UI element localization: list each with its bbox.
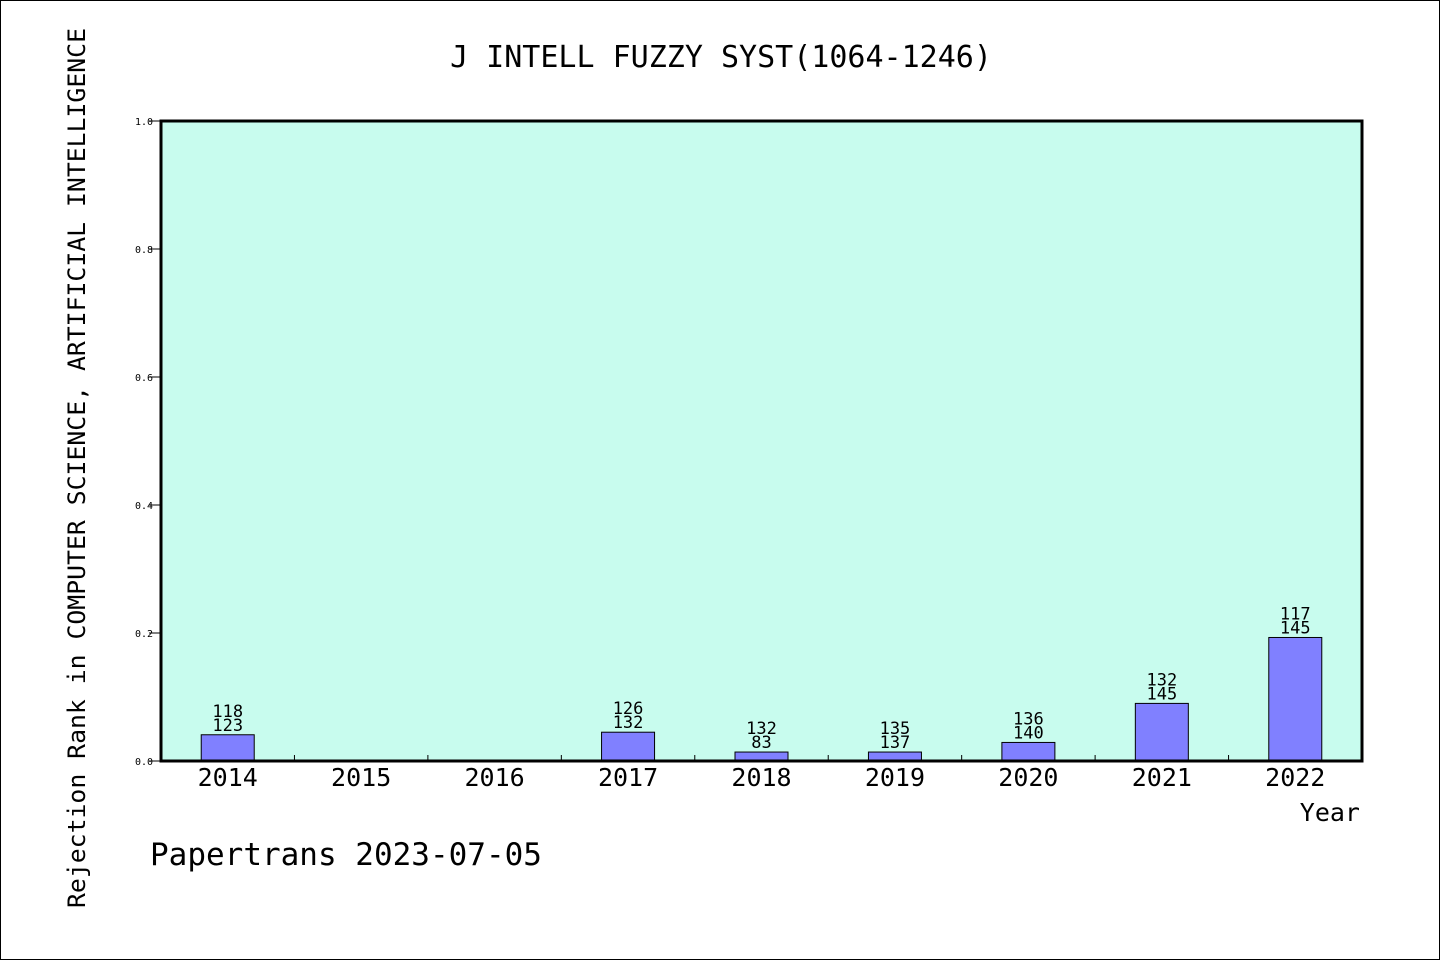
y-tick-label-0.6: 0.6 bbox=[135, 373, 153, 384]
plot-area bbox=[161, 121, 1362, 761]
x-tick-label-2015: 2015 bbox=[331, 763, 391, 792]
x-axis-label: Year bbox=[1300, 798, 1360, 827]
bar-label-bottom-2014: 123 bbox=[212, 716, 243, 736]
bar-label-bottom-2018: 83 bbox=[751, 733, 771, 753]
x-tick-label-2016: 2016 bbox=[465, 763, 525, 792]
x-axis-ticks: 2014 2015 2016 2017 2018 2019 2020 2021 2022 bbox=[198, 755, 1325, 792]
x-tick-label-2022: 2022 bbox=[1265, 763, 1325, 792]
bar-label-bottom-2021: 145 bbox=[1146, 684, 1177, 704]
footer-watermark: Papertrans 2023-07-05 bbox=[150, 837, 542, 873]
x-tick-label-2014: 2014 bbox=[198, 763, 258, 792]
x-tick-label-2020: 2020 bbox=[998, 763, 1058, 792]
y-tick-label-0.4: 0.4 bbox=[135, 501, 153, 512]
bar-label-top-2022: 117 bbox=[1280, 604, 1311, 624]
bar-2022 bbox=[1268, 636, 1323, 762]
bar-label-top-2017: 126 bbox=[613, 699, 644, 719]
bar-2017 bbox=[601, 731, 656, 762]
y-tick-label-1.0: 1.0 bbox=[135, 117, 153, 128]
y-tick-label-0.0: 0.0 bbox=[135, 757, 153, 768]
bar-2020 bbox=[1001, 741, 1056, 762]
y-tick-label-0.2: 0.2 bbox=[135, 629, 153, 640]
bar-2014 bbox=[200, 734, 255, 762]
bar-2021 bbox=[1134, 702, 1189, 762]
bars-group bbox=[200, 636, 1323, 762]
y-tick-label-0.8: 0.8 bbox=[135, 245, 153, 256]
bar-label-bottom-2017: 132 bbox=[613, 713, 644, 733]
x-tick-label-2019: 2019 bbox=[865, 763, 925, 792]
bar-label-top-2021: 132 bbox=[1146, 670, 1177, 690]
bar-label-top-2018: 132 bbox=[746, 719, 777, 739]
bar-label-bottom-2022: 145 bbox=[1280, 618, 1311, 638]
bar-label-top-2019: 135 bbox=[880, 719, 911, 739]
x-tick-label-2018: 2018 bbox=[731, 763, 791, 792]
x-tick-label-2017: 2017 bbox=[598, 763, 658, 792]
bar-label-top-2020: 136 bbox=[1013, 709, 1044, 729]
bar-label-bottom-2019: 137 bbox=[880, 733, 911, 753]
y-axis-ticks: 0.0 0.2 0.4 0.6 0.8 1.0 bbox=[135, 117, 161, 768]
x-tick-label-2021: 2021 bbox=[1132, 763, 1192, 792]
chart-title: J INTELL FUZZY SYST(1064-1246) bbox=[450, 40, 992, 75]
bar-label-bottom-2020: 140 bbox=[1013, 723, 1044, 743]
bar-label-top-2014: 118 bbox=[212, 702, 243, 722]
y-axis-label: Rejection Rank in COMPUTER SCIENCE, ARTI… bbox=[63, 28, 91, 908]
plot-border bbox=[159, 119, 1364, 763]
